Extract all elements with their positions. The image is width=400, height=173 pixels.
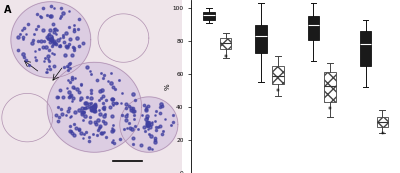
PathPatch shape <box>203 12 215 20</box>
Text: *: * <box>276 88 280 97</box>
PathPatch shape <box>220 38 232 49</box>
Y-axis label: %: % <box>165 83 171 90</box>
PathPatch shape <box>324 72 336 102</box>
Polygon shape <box>11 2 91 78</box>
PathPatch shape <box>360 31 371 66</box>
Polygon shape <box>120 97 178 152</box>
Text: *: * <box>224 54 228 63</box>
Text: A: A <box>4 5 11 15</box>
PathPatch shape <box>308 16 319 40</box>
PathPatch shape <box>256 25 267 53</box>
Text: *: * <box>380 131 384 140</box>
Text: *: * <box>328 106 332 115</box>
PathPatch shape <box>376 117 388 127</box>
Polygon shape <box>47 62 142 152</box>
PathPatch shape <box>272 66 284 84</box>
